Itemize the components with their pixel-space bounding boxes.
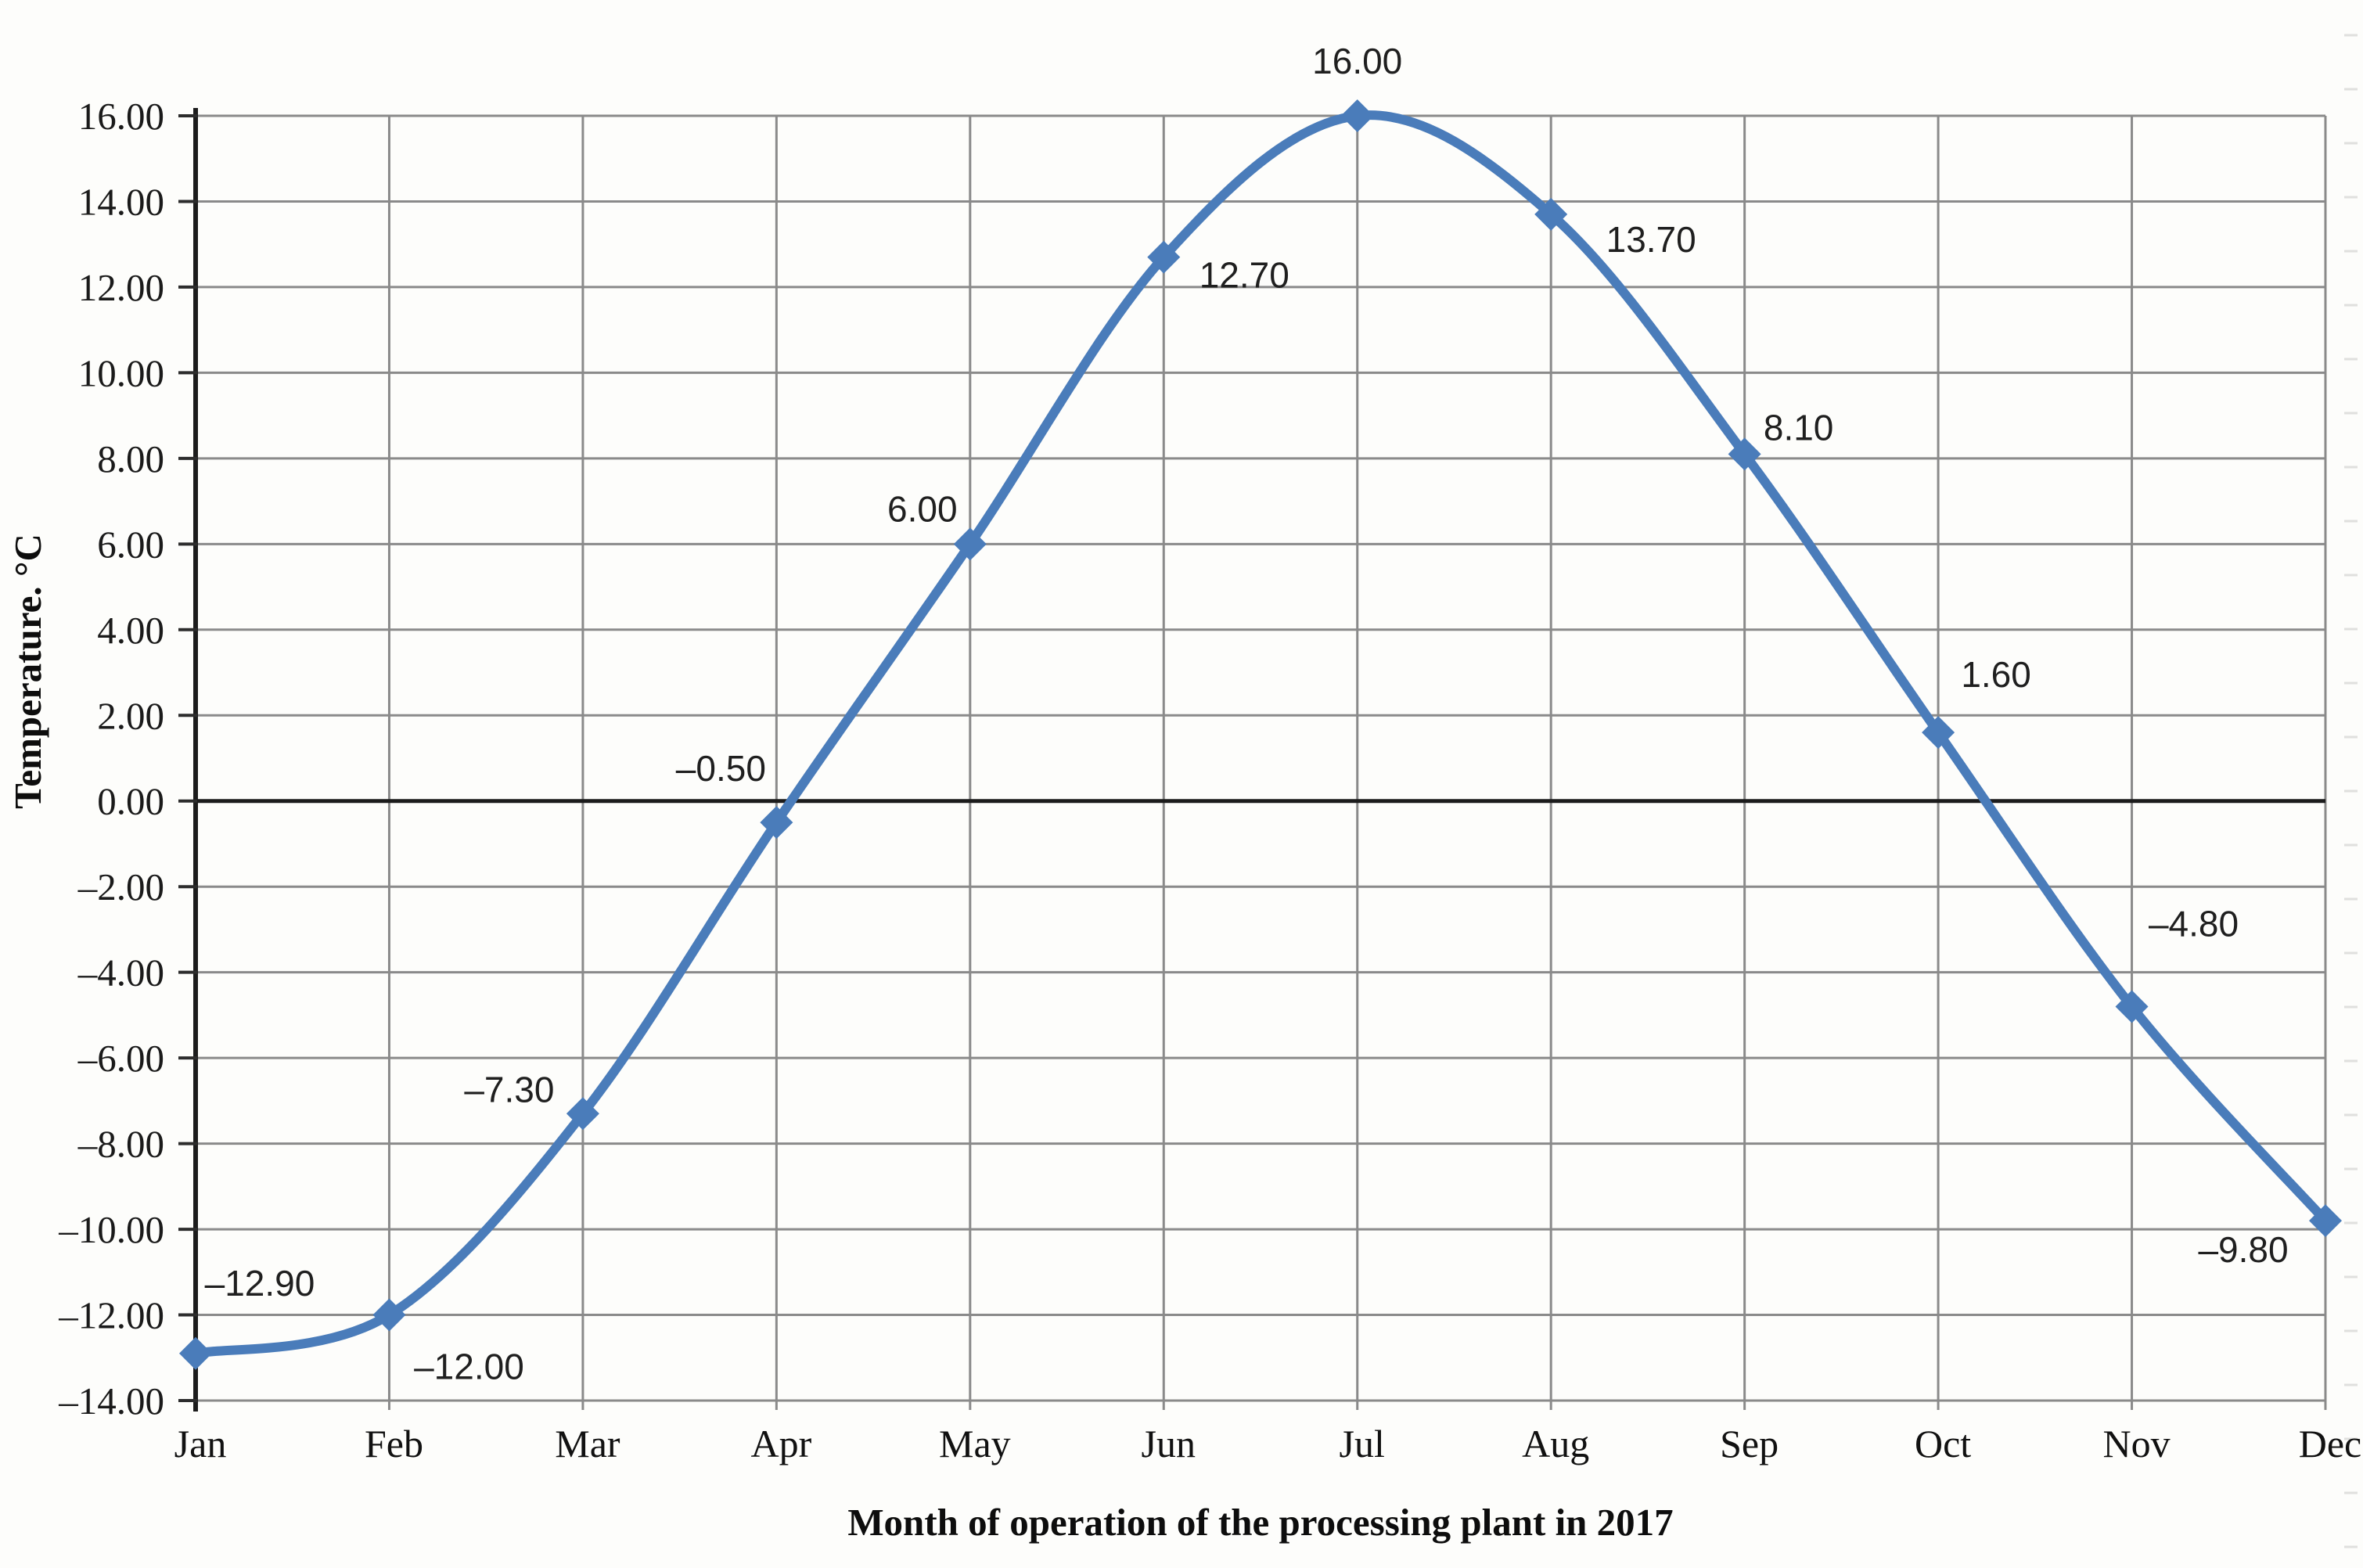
y-tick-label: 4.00	[97, 609, 164, 652]
y-tick-label: –4.00	[77, 951, 164, 994]
point-value-label: –7.30	[464, 1069, 554, 1109]
point-value-label: 16.00	[1312, 41, 1402, 81]
y-tick-label: 12.00	[78, 266, 164, 309]
point-value-label: 8.10	[1764, 407, 1834, 448]
y-tick-label: 6.00	[97, 523, 164, 566]
point-value-label: 12.70	[1199, 255, 1289, 296]
y-tick-label: –6.00	[77, 1037, 164, 1080]
month-label: Nov	[2102, 1422, 2170, 1466]
point-value-label: –9.80	[2198, 1229, 2288, 1270]
diamond-marker	[1922, 716, 1955, 750]
diamond-marker	[760, 806, 793, 840]
y-tick-label: 10.00	[78, 351, 164, 394]
month-label: Sep	[1720, 1422, 1779, 1466]
y-tick-label: 14.00	[78, 180, 164, 223]
diamond-marker	[953, 527, 987, 561]
diamond-marker	[179, 1336, 212, 1370]
gridlines	[196, 114, 2327, 1410]
diamond-marker	[1728, 437, 1761, 471]
diamond-marker	[2309, 1204, 2342, 1238]
data-point-labels: –12.90 –12.00 –7.30 –0.50 6.00 12.70 16.00 13.7…	[205, 41, 2289, 1387]
y-tick-label: 0.00	[97, 780, 164, 823]
y-tick-label: 16.00	[78, 95, 164, 138]
y-axis-tick-labels: 16.00 14.00 12.00 10.00 8.00 6.00 4.00 2.00 0.00…	[58, 95, 164, 1422]
month-label: Apr	[750, 1422, 811, 1466]
point-value-label: –12.00	[414, 1347, 524, 1387]
diamond-marker	[1534, 197, 1568, 231]
data-point-markers	[179, 99, 2342, 1370]
diamond-marker	[1147, 240, 1181, 274]
diamond-marker	[566, 1097, 599, 1131]
temperature-series	[191, 110, 2330, 1358]
y-tick-label: –10.00	[58, 1208, 164, 1251]
month-label: Feb	[365, 1422, 423, 1466]
axes	[178, 108, 2325, 1412]
y-tick-label: 2.00	[97, 694, 164, 737]
right-edge-tick-marks	[2344, 34, 2358, 1548]
point-value-label: –12.90	[205, 1263, 315, 1304]
point-value-label: 13.70	[1606, 219, 1696, 260]
y-tick-label: –8.00	[77, 1123, 164, 1166]
month-label: Jan	[174, 1422, 227, 1466]
temperature-curve	[191, 110, 2330, 1358]
point-value-label: 1.60	[1961, 654, 2031, 695]
y-tick-label: –14.00	[58, 1379, 164, 1422]
month-label: Jun	[1142, 1422, 1196, 1466]
y-tick-label: –12.00	[58, 1294, 164, 1337]
month-label: Aug	[1522, 1422, 1589, 1466]
diamond-marker	[372, 1298, 406, 1332]
month-label: Mar	[555, 1422, 620, 1466]
x-axis-title: Month of operation of the processing pla…	[847, 1501, 1673, 1544]
point-value-label: –4.80	[2149, 903, 2239, 944]
x-axis-month-labels: Jan Feb Mar Apr May Jun Jul Aug Sep Oct Nov Dec	[174, 1422, 2362, 1466]
point-value-label: –0.50	[676, 748, 766, 789]
y-tick-label: –2.00	[77, 865, 164, 908]
diamond-marker	[1340, 99, 1374, 132]
month-label: Jul	[1340, 1422, 1385, 1466]
diamond-marker	[2115, 990, 2149, 1023]
y-tick-label: 8.00	[97, 437, 164, 480]
point-value-label: 6.00	[887, 488, 958, 529]
y-axis-title: Temperature. °C	[6, 534, 49, 809]
month-label: Oct	[1915, 1422, 1971, 1466]
month-label: Dec	[2299, 1422, 2362, 1466]
month-label: May	[939, 1422, 1011, 1466]
